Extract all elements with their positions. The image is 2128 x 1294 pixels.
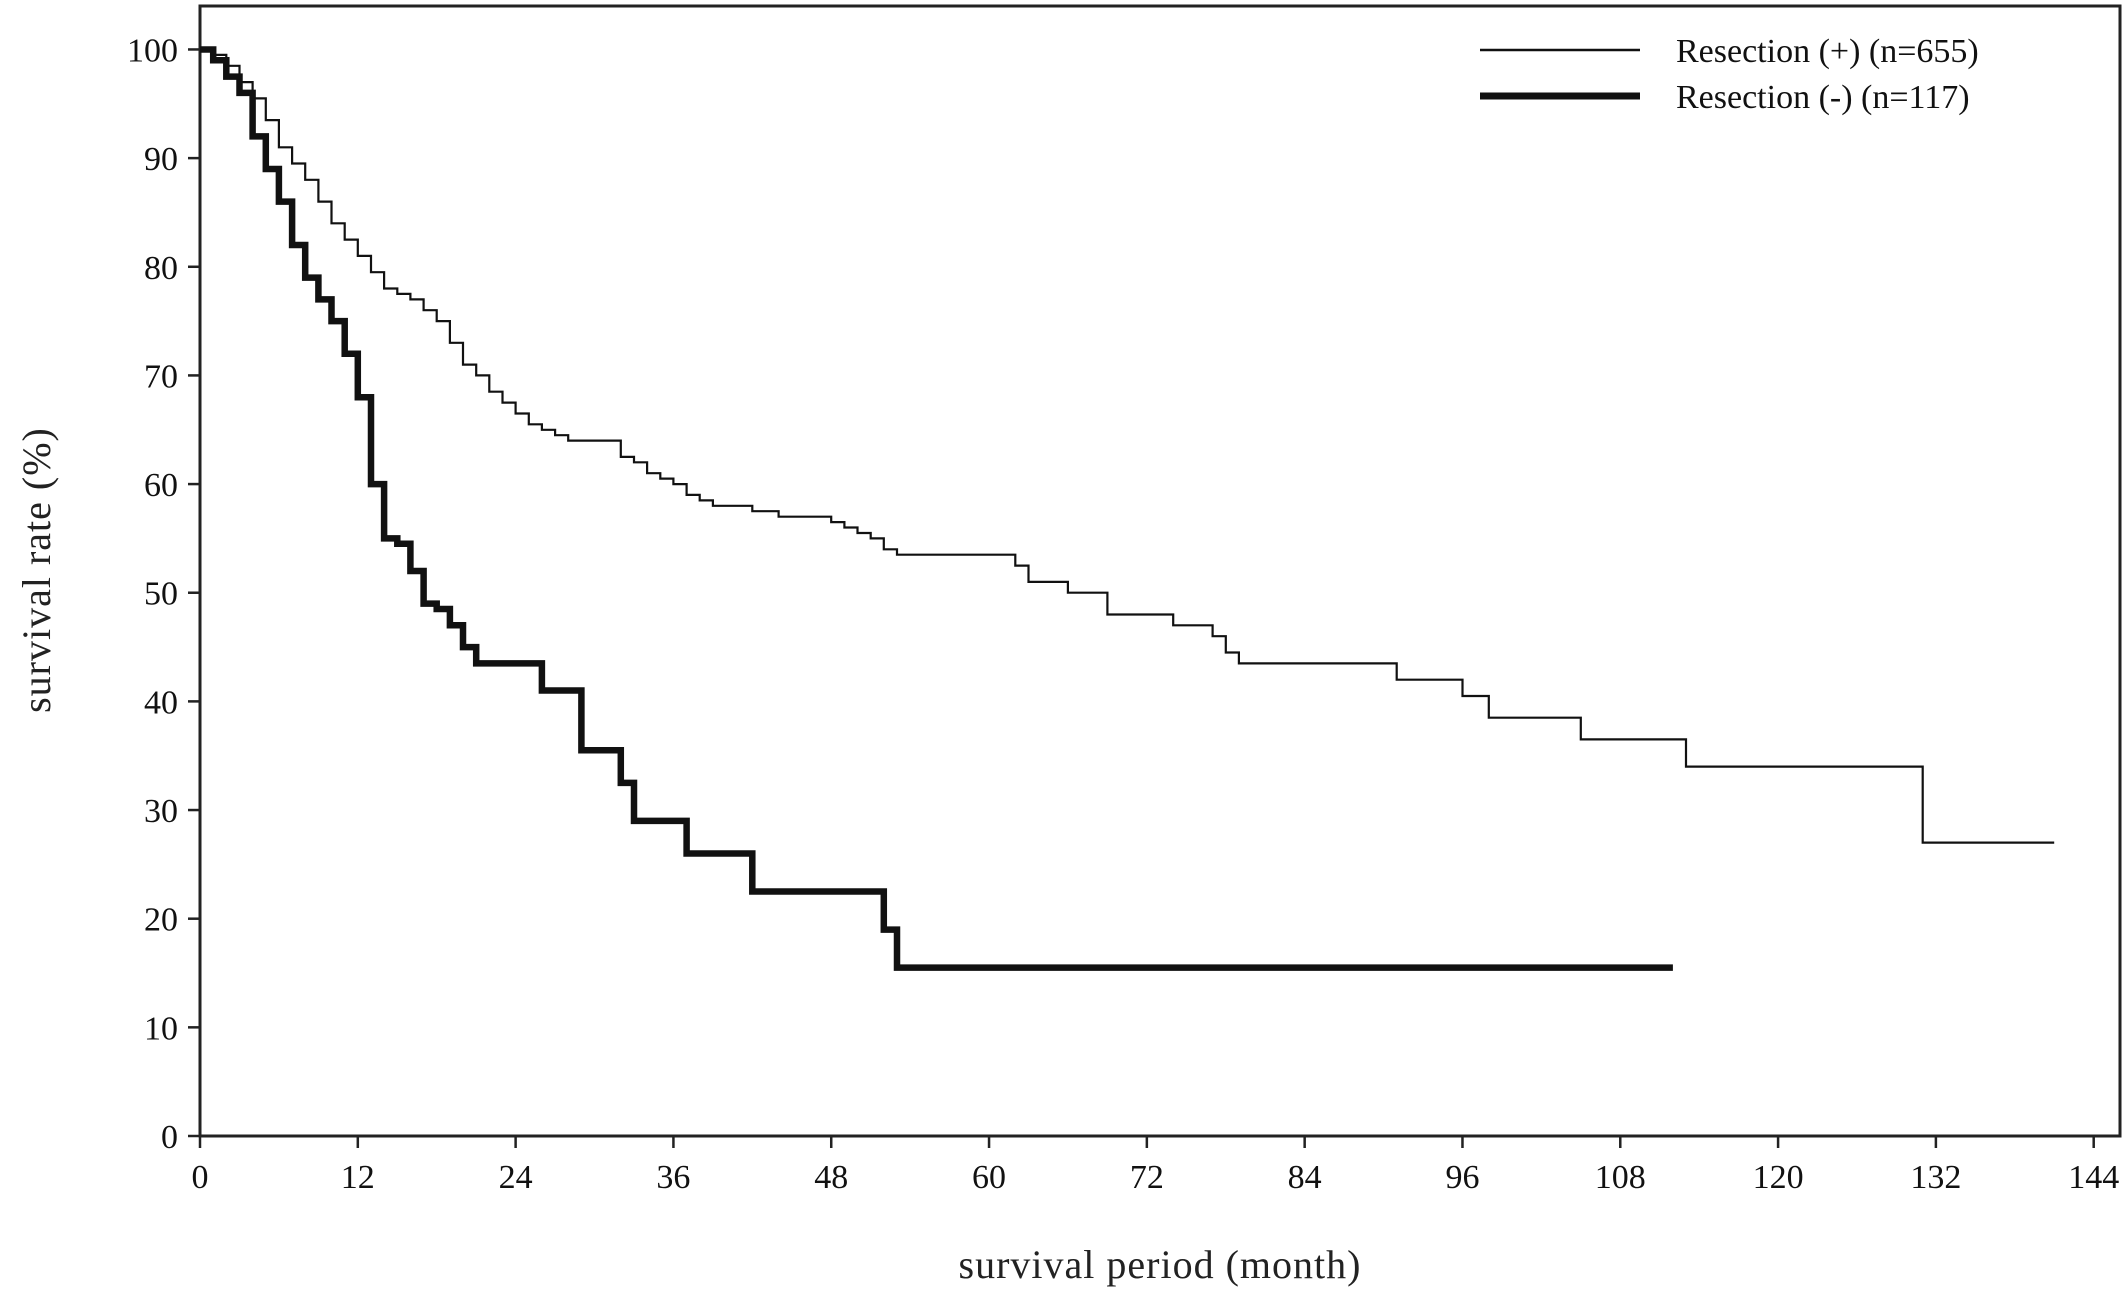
y-axis-ticks: 0 10 20 30 40 50 60 70 80 90 100 (127, 32, 200, 1156)
x-tick-label: 96 (1445, 1159, 1479, 1196)
y-tick-label: 80 (144, 250, 178, 287)
y-tick-label: 60 (144, 467, 178, 504)
x-tick-label: 72 (1130, 1159, 1164, 1196)
x-axis-ticks: 0 12 24 36 48 60 72 84 96 108 120 132 144 (192, 1136, 2119, 1196)
legend-label-resection-plus: Resection (+) (n=655) (1676, 33, 1979, 70)
x-tick-label: 48 (814, 1159, 848, 1196)
series-layer (200, 46, 2055, 971)
x-tick-label: 24 (499, 1159, 533, 1196)
series-line-resection-plus (200, 48, 2055, 844)
y-tick-label: 70 (144, 358, 178, 395)
y-tick-label: 30 (144, 793, 178, 830)
x-tick-label: 144 (2068, 1159, 2119, 1196)
y-tick-label: 90 (144, 141, 178, 178)
x-tick-label: 36 (656, 1159, 690, 1196)
y-tick-label: 50 (144, 576, 178, 613)
x-tick-label: 108 (1595, 1159, 1646, 1196)
x-tick-label: 60 (972, 1159, 1006, 1196)
legend: Resection (+) (n=655) Resection (-) (n=1… (1480, 33, 1979, 116)
x-axis-label: survival period (month) (959, 1242, 1362, 1287)
plot-frame (198, 4, 2122, 1138)
x-tick-label: 120 (1753, 1159, 1804, 1196)
legend-label-resection-minus: Resection (-) (n=117) (1676, 79, 1970, 116)
y-axis-label: survival rate (%) (14, 427, 59, 713)
y-tick-label: 10 (144, 1010, 178, 1047)
x-tick-label: 12 (341, 1159, 375, 1196)
y-tick-label: 0 (161, 1119, 178, 1156)
series-line-resection-minus (200, 46, 1673, 971)
x-tick-label: 0 (192, 1159, 209, 1196)
y-tick-label: 100 (127, 32, 178, 69)
x-tick-label: 84 (1288, 1159, 1322, 1196)
x-tick-label: 132 (1910, 1159, 1961, 1196)
y-tick-label: 20 (144, 902, 178, 939)
y-tick-label: 40 (144, 684, 178, 721)
